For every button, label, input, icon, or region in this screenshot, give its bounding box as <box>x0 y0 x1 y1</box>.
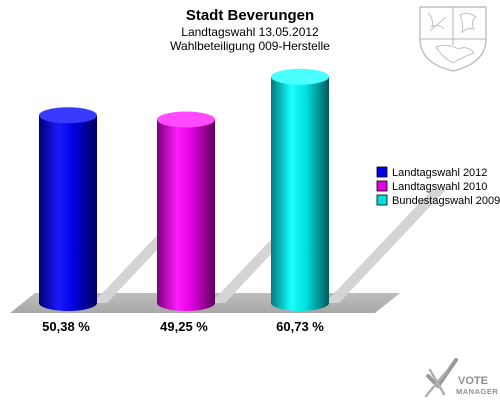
bar-top <box>271 68 329 85</box>
legend-label: Landtagswahl 2012 <box>392 167 487 179</box>
logo-word-vote: VOTE <box>458 375 488 387</box>
bars-layer <box>39 68 329 312</box>
chart-subtitle-line-1: Landtagswahl 13.05.2012 <box>181 25 319 39</box>
chart-subtitle-line-2: Wahlbeteiligung 009-Herstelle <box>170 39 330 53</box>
value-label: 49,25 % <box>160 319 208 334</box>
legend: Landtagswahl 2012 Landtagswahl 2010 Bund… <box>376 166 500 207</box>
value-label: 50,38 % <box>42 319 90 334</box>
bar-shadow <box>325 189 447 303</box>
bar <box>39 115 97 311</box>
bar-top <box>157 111 215 128</box>
legend-swatch <box>376 180 388 192</box>
bar <box>271 76 329 311</box>
bar-top <box>39 107 97 124</box>
legend-swatch <box>376 166 388 178</box>
legend-swatch <box>376 194 388 206</box>
vote-manager-logo: VOTE MANAGER <box>424 358 498 398</box>
chart-title: Stadt Beverungen <box>186 7 314 24</box>
logo-word-manager: MANAGER <box>456 387 498 396</box>
checkmark-icon <box>424 358 458 398</box>
legend-label: Landtagswahl 2010 <box>392 181 487 193</box>
bar <box>157 119 215 312</box>
legend-label: Bundestagswahl 2009 <box>392 195 500 207</box>
coat-of-arms-icon <box>419 6 487 72</box>
value-label: 60,73 % <box>276 319 324 334</box>
